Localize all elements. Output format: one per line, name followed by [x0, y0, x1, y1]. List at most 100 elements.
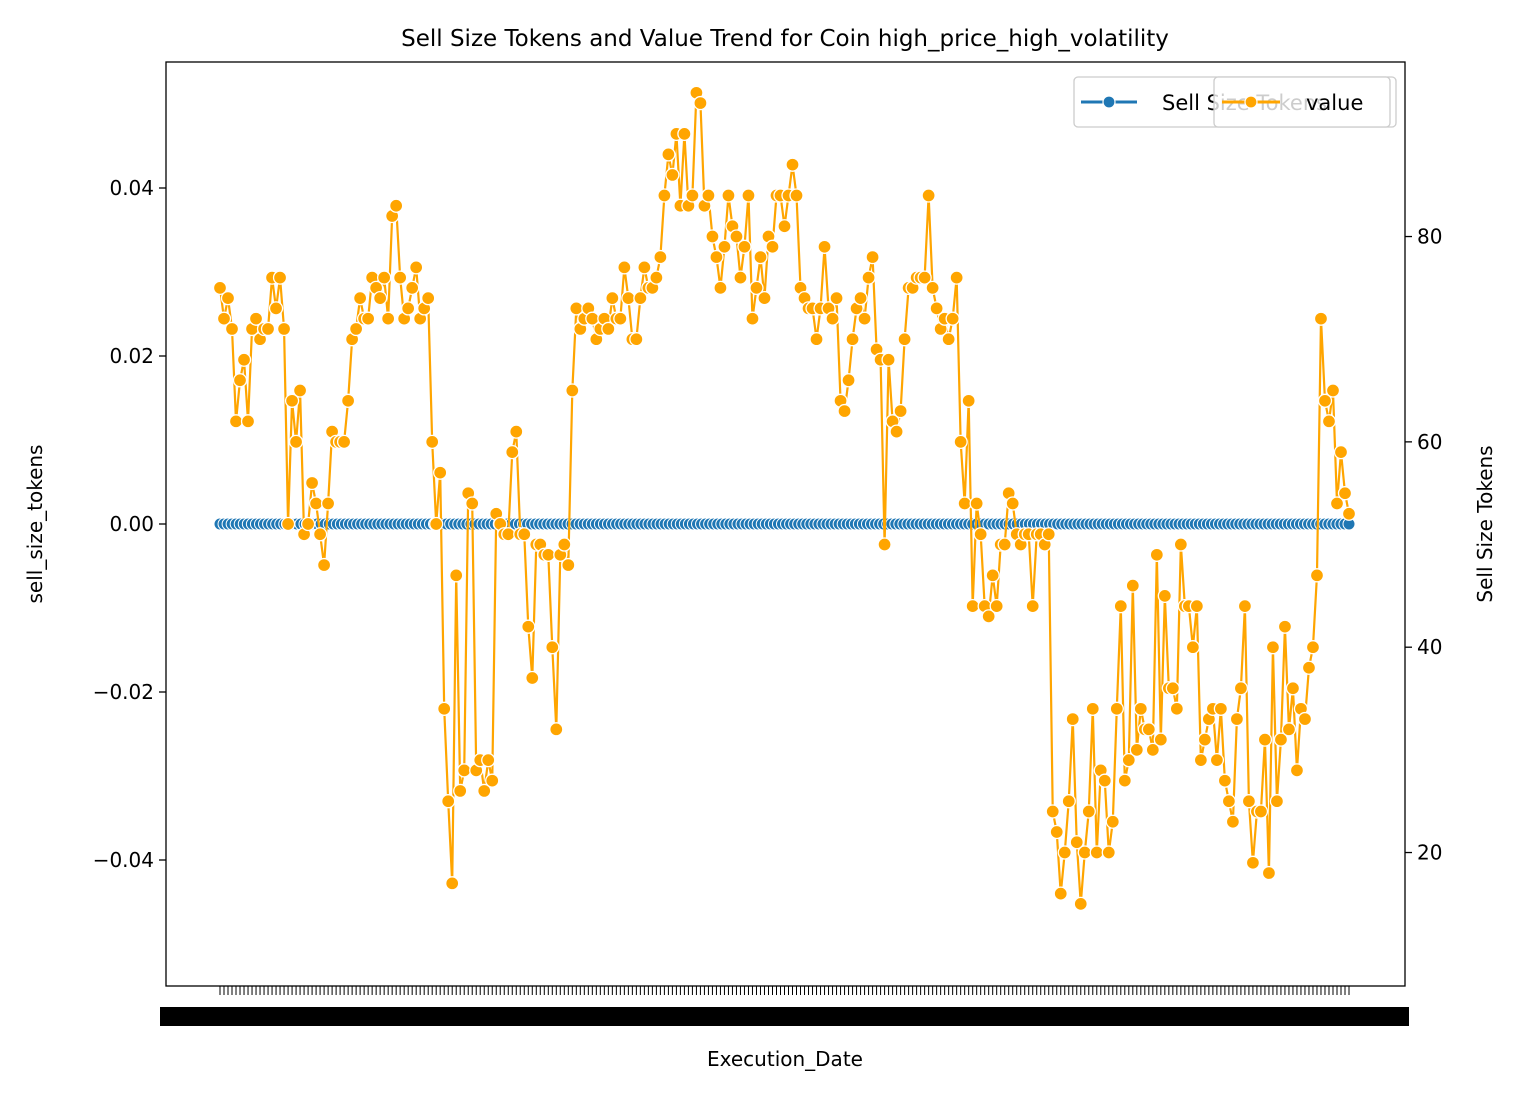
value-point — [376, 270, 392, 285]
value-point — [1109, 701, 1124, 716]
value-point — [565, 383, 580, 398]
value-point — [1321, 414, 1337, 429]
value-point — [1241, 794, 1257, 809]
value-point — [1337, 486, 1353, 501]
value-point — [981, 609, 996, 624]
legend-box-right — [1213, 76, 1391, 128]
value-point — [268, 301, 284, 316]
value-point — [1193, 752, 1209, 768]
right-y-tick-label: 40 — [1417, 635, 1442, 659]
value-point — [1245, 855, 1261, 870]
value-point — [757, 290, 772, 306]
value-point — [557, 537, 572, 552]
value-point — [633, 290, 648, 306]
value-point — [637, 260, 652, 275]
right-y-tick-label: 20 — [1417, 841, 1442, 865]
value-point — [1121, 752, 1136, 768]
value-point — [409, 260, 424, 275]
value-point — [1077, 845, 1092, 860]
left-y-axis-label: sell_size_tokens — [23, 445, 47, 604]
value-point — [336, 434, 352, 450]
value-point — [300, 516, 316, 532]
value-point — [441, 794, 456, 809]
value-point — [1081, 804, 1096, 819]
legend-marker-value — [1244, 95, 1258, 109]
value-point — [825, 311, 840, 326]
value-point — [481, 752, 496, 768]
value-point — [485, 773, 500, 788]
value-point — [705, 229, 720, 244]
value-point — [817, 239, 832, 254]
value-point — [372, 290, 388, 306]
value-point — [316, 557, 332, 573]
value-point — [897, 332, 912, 347]
value-point — [1229, 711, 1245, 727]
value-point — [745, 311, 760, 326]
value-point — [1057, 845, 1072, 860]
series-value — [212, 85, 1357, 912]
value-point — [236, 352, 252, 367]
legend-label-value: value — [1306, 91, 1363, 115]
value-point — [1333, 444, 1349, 460]
left-y-tick-label: −0.02 — [93, 680, 154, 704]
value-point — [953, 434, 968, 450]
value-point — [348, 321, 364, 337]
value-point — [284, 393, 300, 408]
value-point — [1257, 732, 1273, 747]
value-point — [709, 249, 724, 265]
value-point — [1281, 722, 1297, 737]
value-point — [1117, 773, 1132, 788]
value-point — [1341, 506, 1357, 521]
value-point — [1185, 640, 1201, 655]
value-point — [1073, 896, 1088, 912]
value-point — [501, 527, 516, 542]
value-point — [248, 311, 264, 326]
value-point — [545, 640, 560, 655]
value-point — [777, 219, 792, 234]
value-point — [1049, 824, 1064, 840]
value-point — [629, 332, 644, 347]
value-point — [785, 157, 800, 172]
value-point — [985, 568, 1000, 583]
value-point — [653, 249, 668, 265]
right-y-tick-label: 60 — [1417, 430, 1442, 454]
value-point — [445, 876, 460, 891]
value-point — [1041, 527, 1056, 542]
value-point — [465, 496, 480, 511]
value-point — [288, 434, 304, 450]
value-point — [661, 147, 676, 162]
value-point — [1125, 578, 1140, 593]
left-y-tick-label: −0.04 — [93, 848, 154, 872]
value-point — [224, 321, 240, 337]
value-point — [1317, 393, 1333, 408]
value-point — [292, 383, 308, 398]
value-point — [393, 270, 408, 285]
value-point — [1237, 598, 1253, 614]
value-point — [809, 332, 824, 347]
x-tick-marks — [219, 986, 1350, 995]
value-point — [1005, 496, 1020, 511]
value-point — [601, 321, 616, 337]
value-point — [957, 496, 972, 511]
value-point — [1113, 598, 1128, 614]
value-point — [509, 424, 524, 439]
value-point — [272, 270, 288, 285]
value-point — [917, 270, 932, 285]
value-point — [389, 198, 404, 213]
right-y-tick-label: 80 — [1417, 225, 1442, 249]
value-point — [1329, 496, 1345, 511]
value-point — [949, 270, 964, 285]
value-point — [433, 465, 448, 480]
value-point — [220, 290, 236, 306]
value-point — [1209, 752, 1225, 768]
value-point — [1289, 763, 1305, 778]
value-point — [429, 516, 444, 532]
value-point — [733, 270, 748, 285]
value-point — [1285, 681, 1301, 696]
value-point — [965, 598, 980, 614]
value-point — [765, 239, 780, 254]
value-point — [1273, 732, 1289, 747]
x-axis-label: Execution_Date — [707, 1047, 863, 1071]
value-point — [1157, 588, 1172, 604]
